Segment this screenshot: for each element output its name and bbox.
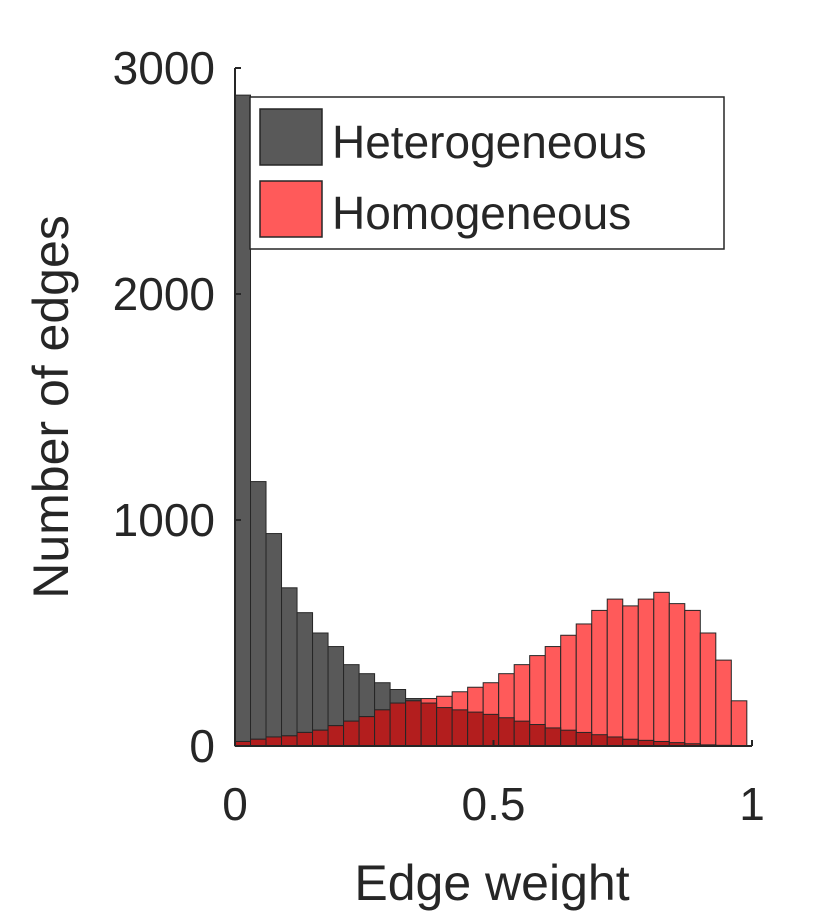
bar-overlap (374, 709, 391, 747)
bar-overlap (343, 720, 360, 747)
bar-overlap (296, 731, 314, 747)
bar-overlap (436, 707, 453, 747)
bar-homogeneous (715, 659, 732, 747)
bar-overlap (250, 738, 267, 747)
bar-homogeneous (684, 609, 701, 747)
bar-overlap (358, 716, 376, 747)
overlap-bars (234, 700, 748, 747)
bar-homogeneous (668, 603, 686, 747)
bar-overlap (606, 736, 624, 747)
y-tick-label: 0 (189, 720, 215, 772)
legend: Heterogeneous Homogeneous (249, 96, 725, 250)
bar-homogeneous (730, 700, 748, 747)
bar-homogeneous (622, 605, 639, 747)
bar-heterogeneous (312, 632, 329, 747)
bar-overlap (389, 702, 407, 747)
bar-homogeneous (560, 634, 577, 747)
bar-overlap (513, 720, 531, 747)
bar-overlap (529, 724, 546, 747)
y-tick-label: 2000 (113, 268, 215, 320)
bar-overlap (327, 725, 345, 747)
bar-homogeneous (637, 598, 655, 747)
bar-overlap (560, 729, 577, 747)
x-ticks: 0 0.5 1 (222, 740, 765, 830)
x-tick-label: 1 (739, 778, 765, 830)
bar-homogeneous (575, 623, 593, 747)
bar-overlap (281, 735, 298, 747)
legend-swatch-homogeneous (259, 180, 323, 238)
bar-heterogeneous (234, 94, 252, 747)
bar-homogeneous (653, 591, 670, 747)
bar-overlap (265, 736, 283, 747)
y-tick-label: 3000 (113, 42, 215, 94)
bar-overlap (451, 709, 469, 747)
bar-overlap (575, 731, 593, 747)
bar-overlap (405, 700, 422, 747)
bar-heterogeneous (296, 612, 314, 747)
bar-overlap (591, 734, 608, 747)
bar-heterogeneous (281, 587, 298, 747)
bar-homogeneous (591, 609, 608, 747)
bar-overlap (544, 727, 562, 747)
x-axis-label: Edge weight (354, 855, 629, 911)
bar-overlap (467, 711, 484, 747)
x-tick-label: 0 (222, 778, 248, 830)
y-ticks: 0 1000 2000 3000 (113, 42, 241, 772)
bar-overlap (312, 729, 329, 747)
legend-box (249, 96, 725, 250)
legend-swatch-heterogeneous (259, 108, 323, 166)
bar-overlap (622, 738, 639, 747)
bar-overlap (420, 702, 438, 747)
heterogeneous-bars (234, 94, 748, 747)
bar-homogeneous (699, 632, 717, 747)
x-tick-label: 0.5 (462, 778, 526, 830)
legend-label-heterogeneous: Heterogeneous (332, 116, 647, 168)
y-axis-label: Number of edges (23, 215, 79, 599)
legend-label-homogeneous: Homogeneous (332, 187, 631, 239)
bar-homogeneous (606, 598, 624, 747)
bar-overlap (498, 717, 515, 747)
y-tick-label: 1000 (113, 494, 215, 546)
bar-overlap (482, 713, 500, 747)
bar-heterogeneous (265, 533, 283, 747)
bar-heterogeneous (250, 481, 267, 747)
